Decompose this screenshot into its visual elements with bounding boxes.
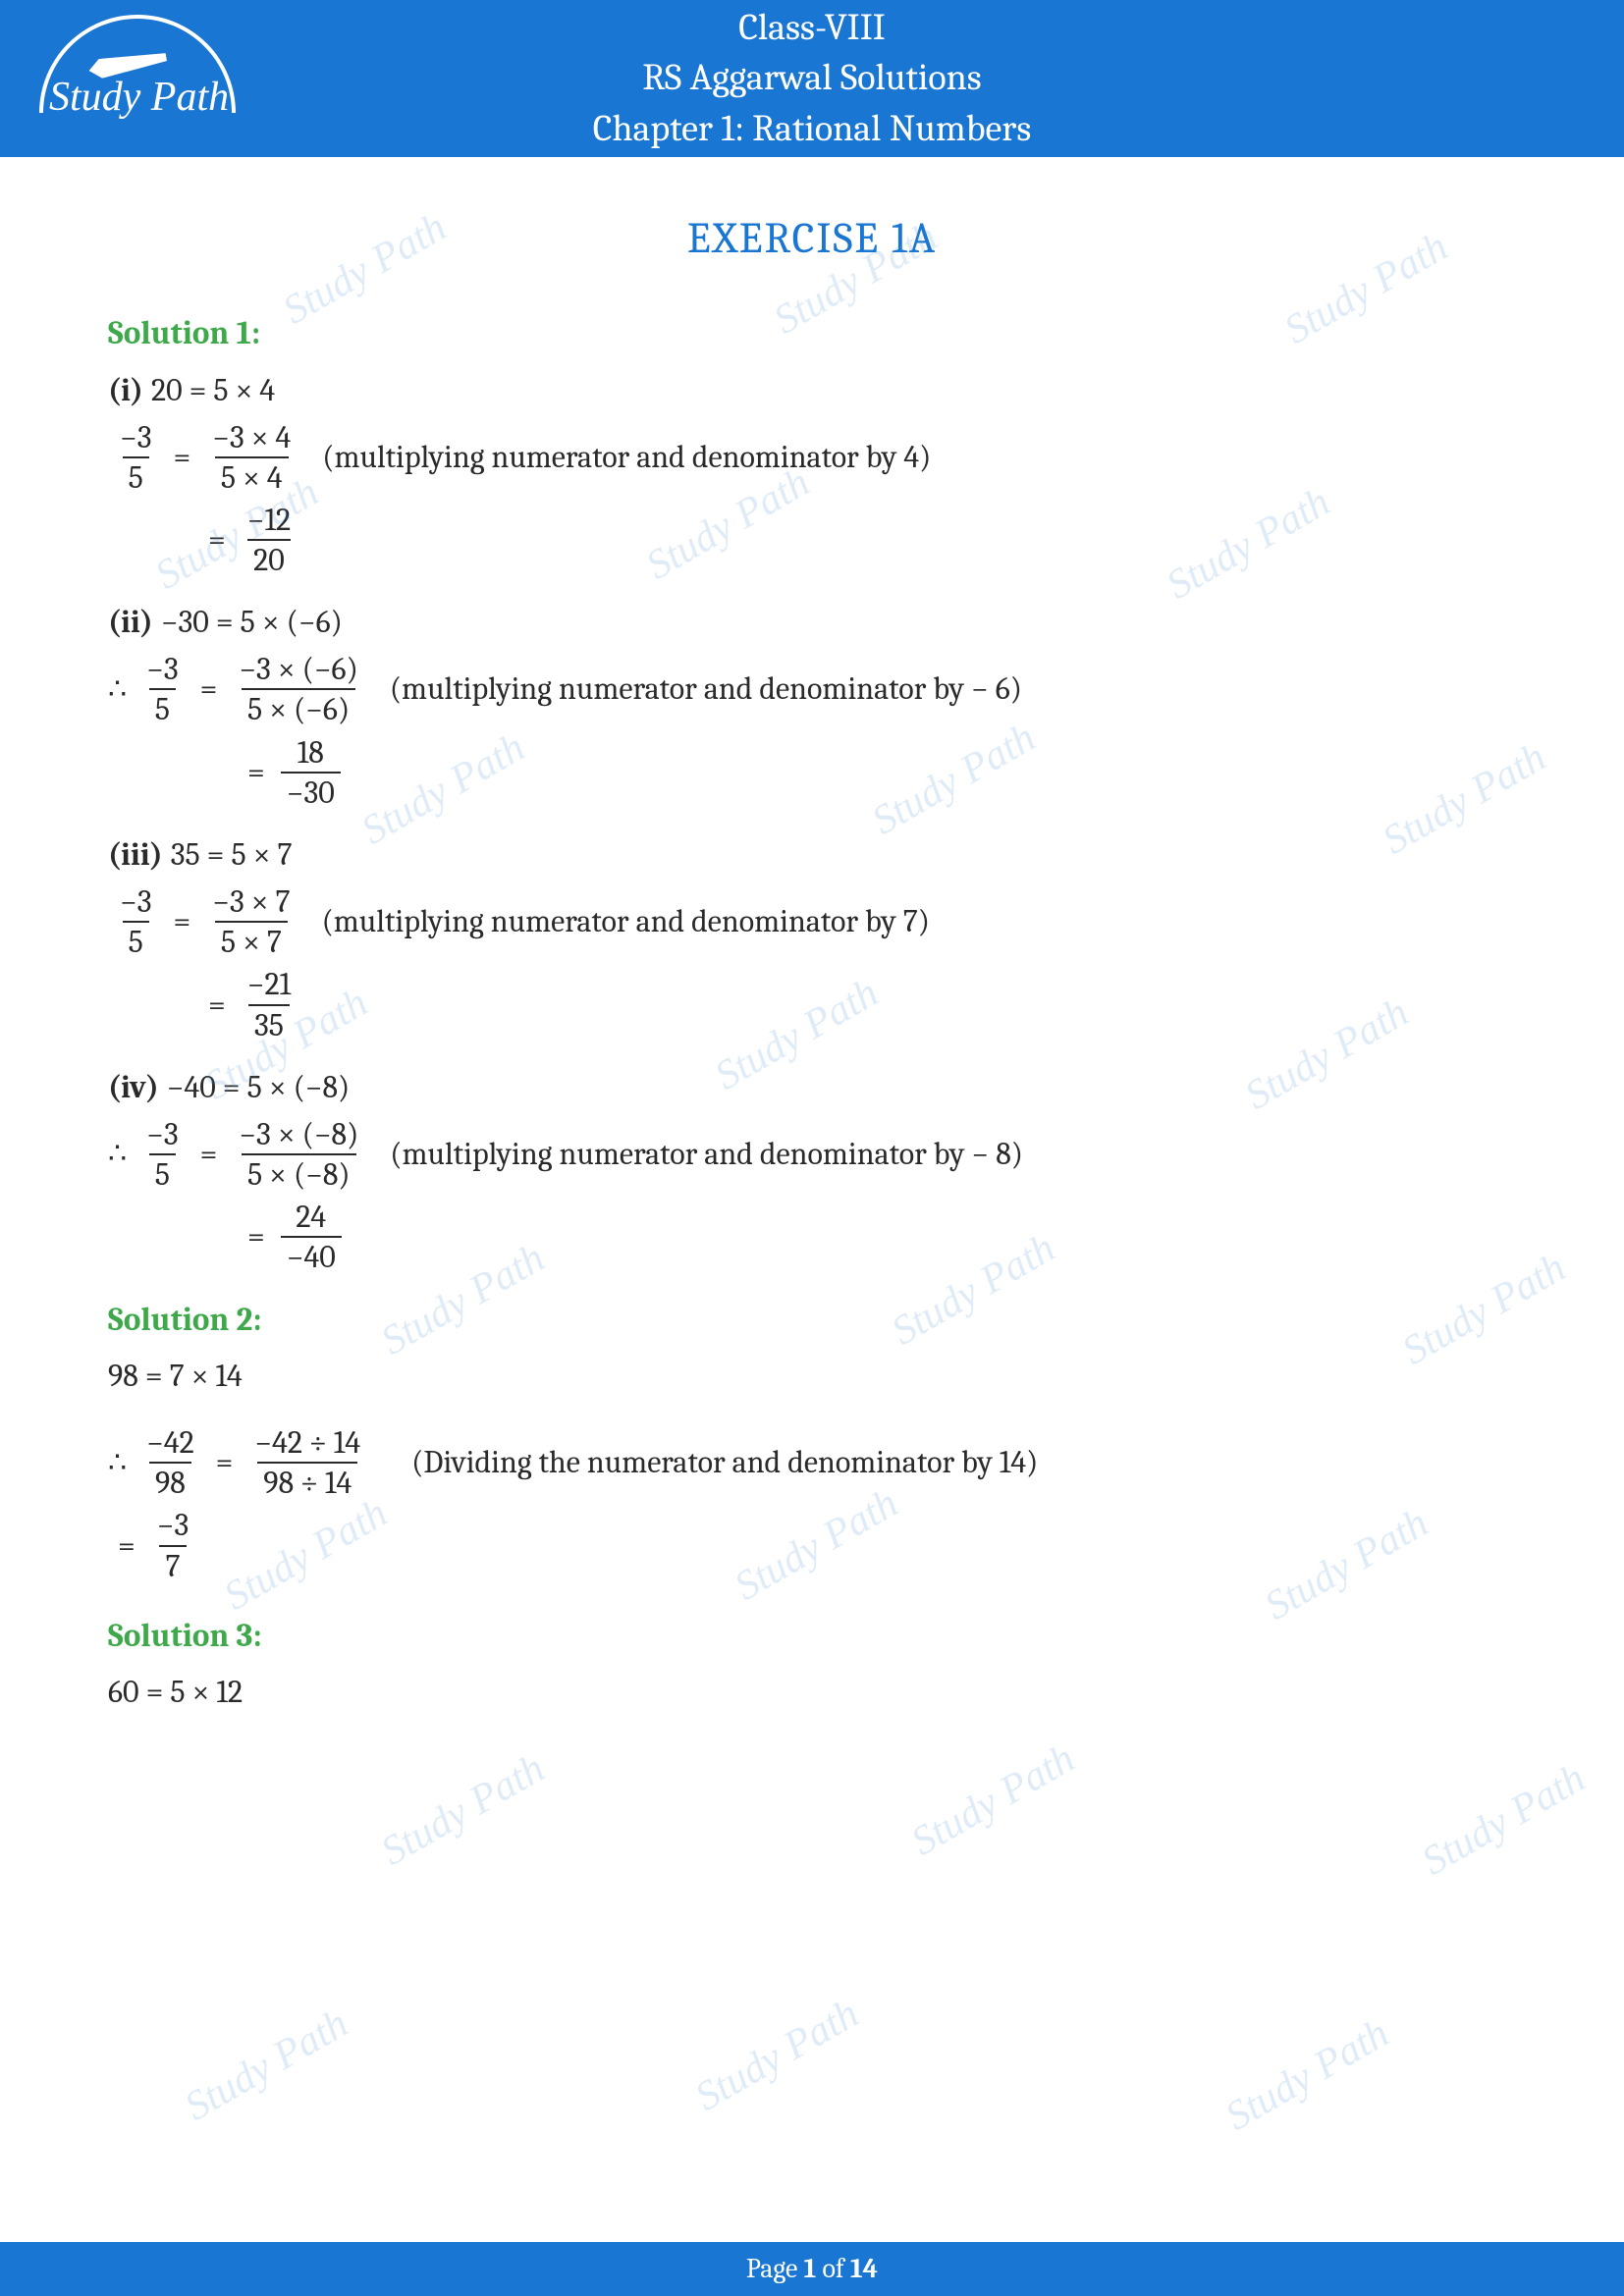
watermark-text: Study Path [687, 1990, 867, 2120]
s1-iv-eq-line: ∴ −3 5 = −3 × (−8) 5 × (−8) (multiplying… [108, 1117, 1516, 1192]
equals-sign: = [200, 666, 218, 713]
s1-ii-factor-line: (ii) −30 = 5 × (−6) [108, 599, 1516, 646]
therefore-symbol: ∴ [108, 1132, 127, 1176]
solution-3-heading: Solution 3: [108, 1613, 1516, 1662]
footer-total-pages: 14 [850, 2253, 878, 2284]
s1-iii-eq-line: −3 5 = −3 × 7 5 × 7 (multiplying numerat… [108, 884, 1516, 959]
equals-sign: = [200, 1131, 218, 1178]
exercise-title: EXERCISE 1A [108, 206, 1516, 271]
watermark-text: Study Path [1414, 1754, 1594, 1885]
s1-ii-frac2: −3 × (−6) 5 × (−6) [233, 652, 364, 726]
s1-iii-factor-line: (iii) 35 = 5 × 7 [108, 831, 1516, 879]
s1-ii-factor: −30 = 5 × (−6) [161, 599, 343, 646]
s1-iv-frac1: −3 5 [140, 1117, 184, 1192]
equals-sign: = [118, 1522, 135, 1570]
watermark-text: Study Path [903, 1735, 1083, 1865]
equals-sign: = [208, 982, 226, 1029]
s1-ii-result-frac: 18 −30 [281, 735, 341, 810]
therefore-symbol: ∴ [108, 1441, 127, 1485]
equals-sign: = [208, 516, 226, 563]
s2-frac1: −42 98 [140, 1425, 200, 1500]
s1-i-note: (multiplying numerator and denominator b… [322, 434, 931, 481]
s1-i-result-frac: −12 20 [242, 503, 297, 577]
solution-2-heading: Solution 2: [108, 1297, 1516, 1346]
footer-bar: Page 1 of 14 [0, 2242, 1624, 2296]
s1-ii-note: (multiplying numerator and denominator b… [390, 666, 1022, 713]
s1-iii-frac1: −3 5 [114, 884, 157, 959]
s1-iii-label: (iii) [108, 831, 163, 879]
s1-iv-label: (iv) [108, 1064, 159, 1111]
footer-prefix: Page [746, 2253, 804, 2284]
s1-i-eq-line: −3 5 = −3 × 4 5 × 4 (multiplying numerat… [108, 420, 1516, 495]
s2-factor-line: 98 = 7 × 14 [108, 1353, 1516, 1400]
s2-result: = −3 7 [108, 1508, 1516, 1582]
s1-i-factor-line: (i) 20 = 5 × 4 [108, 367, 1516, 414]
equals-sign: = [247, 749, 265, 796]
s1-iii-result-frac: −21 35 [242, 967, 297, 1041]
content: EXERCISE 1A Solution 1: (i) 20 = 5 × 4 −… [0, 157, 1624, 1716]
s1-i-frac1: −3 5 [114, 420, 157, 495]
s2-result-frac: −3 7 [151, 1508, 194, 1582]
header-bar: Study Path Class-VIII RS Aggarwal Soluti… [0, 0, 1624, 157]
s1-i-factor: 20 = 5 × 4 [151, 367, 275, 414]
s3-factor-line: 60 = 5 × 12 [108, 1669, 1516, 1716]
s2-frac2: −42 ÷ 14 98 ÷ 14 [248, 1425, 366, 1500]
footer-current-page: 1 [803, 2253, 816, 2284]
s1-i-label: (i) [108, 367, 143, 414]
footer-middle: of [816, 2253, 850, 2284]
s2-eq-line: ∴ −42 98 = −42 ÷ 14 98 ÷ 14 (Dividing th… [108, 1425, 1516, 1500]
s1-ii-eq-line: ∴ −3 5 = −3 × (−6) 5 × (−6) (multiplying… [108, 652, 1516, 726]
s1-iii-factor: 35 = 5 × 7 [171, 831, 293, 879]
logo: Study Path [29, 15, 245, 142]
equals-sign: = [216, 1439, 234, 1486]
s1-iv-factor: −40 = 5 × (−8) [167, 1064, 351, 1111]
s1-iv-note: (multiplying numerator and denominator b… [390, 1131, 1023, 1178]
s1-ii-result: = 18 −30 [238, 735, 1516, 810]
watermark-text: Study Path [373, 1744, 553, 1875]
logo-text: Study Path [49, 74, 229, 121]
s1-iii-result: = −21 35 [198, 967, 1516, 1041]
watermark-text: Study Path [1218, 2009, 1397, 2140]
s1-iv-factor-line: (iv) −40 = 5 × (−8) [108, 1064, 1516, 1111]
s1-iv-frac2: −3 × (−8) 5 × (−8) [233, 1117, 364, 1192]
s1-iii-frac2: −3 × 7 5 × 7 [206, 884, 296, 959]
solution-1-heading: Solution 1: [108, 310, 1516, 359]
s1-iv-result: = 24 −40 [238, 1200, 1516, 1274]
s1-iv-result-frac: 24 −40 [281, 1200, 342, 1274]
equals-sign: = [173, 434, 190, 481]
s2-note: (Dividing the numerator and denominator … [411, 1439, 1038, 1486]
s3-factor: 60 = 5 × 12 [108, 1669, 243, 1716]
s2-factor: 98 = 7 × 14 [108, 1353, 243, 1400]
watermark-text: Study Path [177, 2000, 356, 2130]
s1-i-frac2: −3 × 4 5 × 4 [206, 420, 297, 495]
s1-iii-note: (multiplying numerator and denominator b… [322, 898, 930, 945]
equals-sign: = [247, 1213, 265, 1260]
s1-i-result: = −12 20 [198, 503, 1516, 577]
therefore-symbol: ∴ [108, 667, 127, 712]
equals-sign: = [173, 898, 190, 945]
s1-ii-label: (ii) [108, 599, 153, 646]
s1-ii-frac1: −3 5 [140, 652, 184, 726]
